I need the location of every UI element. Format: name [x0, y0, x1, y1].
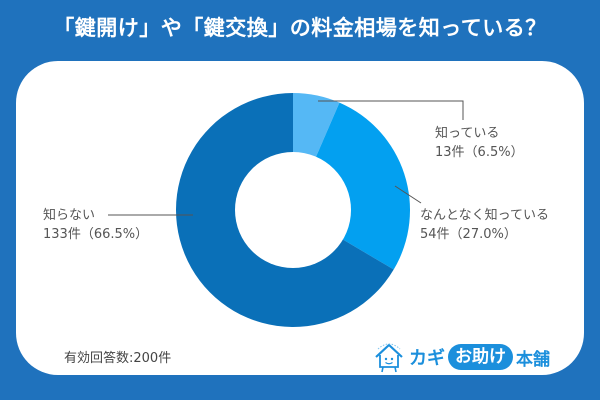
label-know-name: 知っている — [435, 126, 500, 141]
label-dont-know-name: 知らない — [43, 208, 96, 223]
label-dont-know-value: 133件（66.5%） — [43, 227, 149, 242]
label-somewhat-name: なんとなく知っている — [420, 208, 549, 223]
logo-text-kagi: カギ — [409, 348, 445, 369]
house-mascot-icon — [375, 343, 403, 373]
leader-line-know — [318, 100, 464, 120]
brand-logo: カギ お助け 本舗 — [372, 340, 550, 374]
chart-title: 「鍵開け」や「鍵交換」の料金相場を知っている？ — [53, 16, 547, 40]
label-know: 知っている 13件（6.5%） — [435, 124, 524, 162]
label-know-value: 13件（6.5%） — [435, 145, 524, 160]
leader-line-somewhat — [394, 185, 422, 204]
logo-text-otasuke: お助け — [448, 344, 513, 370]
label-somewhat-value: 54件（27.0%） — [420, 227, 517, 242]
label-somewhat: なんとなく知っている 54件（27.0%） — [420, 206, 549, 244]
respondent-count: 有効回答数:200件 — [64, 351, 172, 366]
label-dont-know: 知らない 133件（66.5%） — [43, 206, 148, 244]
slice-somewhat — [293, 102, 410, 270]
donut-hole — [235, 152, 351, 268]
logo-text-honpo: 本舗 — [516, 349, 550, 370]
